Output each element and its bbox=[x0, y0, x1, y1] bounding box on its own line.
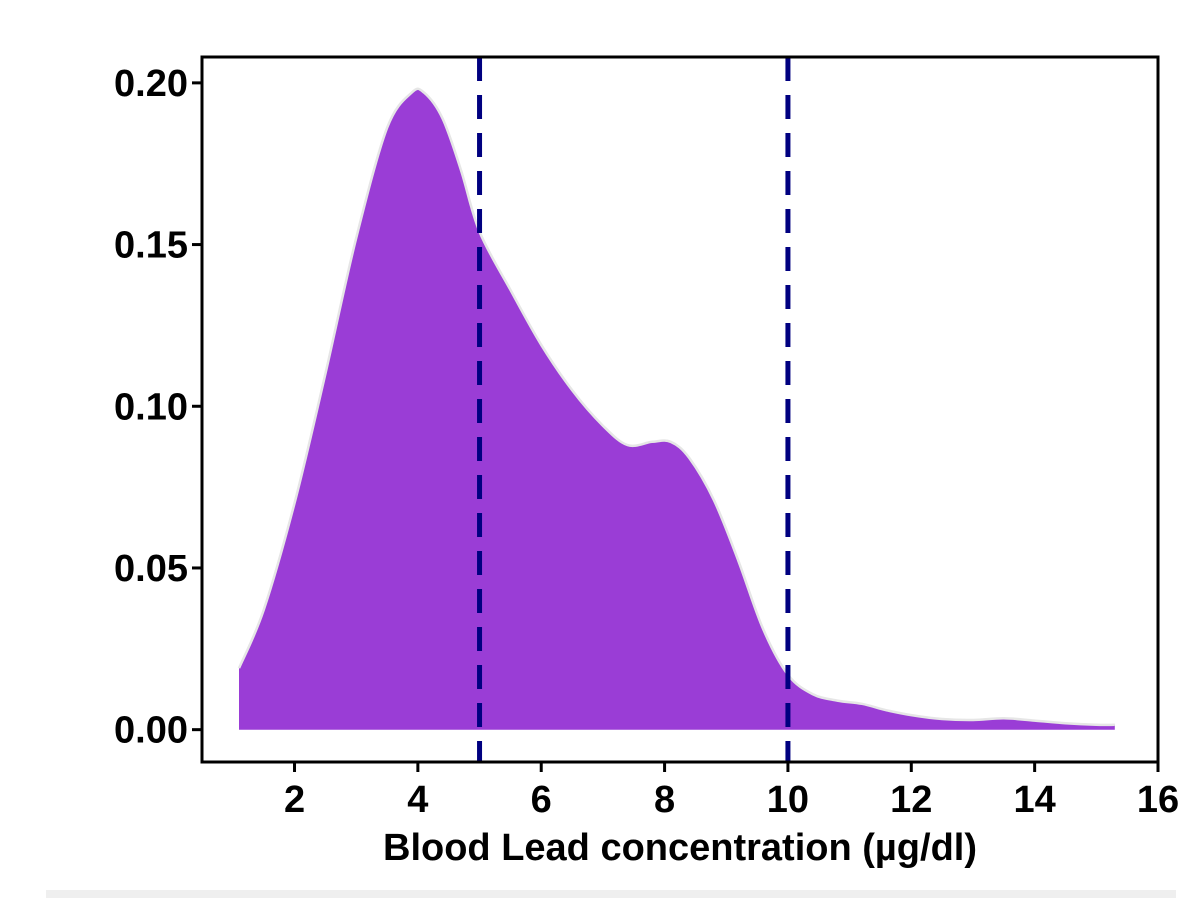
density-outline bbox=[237, 87, 1115, 727]
bottom-strip bbox=[46, 890, 1176, 898]
x-axis: 2 4 6 8 10 12 14 16 bbox=[284, 762, 1179, 821]
y-tick-label: 0.20 bbox=[114, 63, 188, 105]
y-tick-label: 0.10 bbox=[114, 386, 188, 428]
x-tick-label: 10 bbox=[767, 779, 809, 821]
y-axis: 0.00 0.05 0.10 0.15 0.20 bbox=[114, 63, 202, 752]
x-tick-label: 6 bbox=[531, 779, 552, 821]
x-tick-label: 12 bbox=[890, 779, 932, 821]
x-tick-label: 16 bbox=[1137, 779, 1179, 821]
density-area bbox=[239, 88, 1115, 730]
panel-border bbox=[200, 55, 1160, 764]
y-tick-label: 0.05 bbox=[114, 548, 188, 590]
plot-area bbox=[237, 57, 1115, 762]
y-tick-label: 0.00 bbox=[114, 710, 188, 752]
x-tick-label: 8 bbox=[654, 779, 675, 821]
x-axis-title: Blood Lead concentration (µg/dl) bbox=[383, 827, 977, 869]
x-tick-label: 2 bbox=[284, 779, 305, 821]
y-tick-label: 0.15 bbox=[114, 225, 188, 267]
x-tick-label: 4 bbox=[407, 779, 428, 821]
x-tick-label: 14 bbox=[1014, 779, 1056, 821]
